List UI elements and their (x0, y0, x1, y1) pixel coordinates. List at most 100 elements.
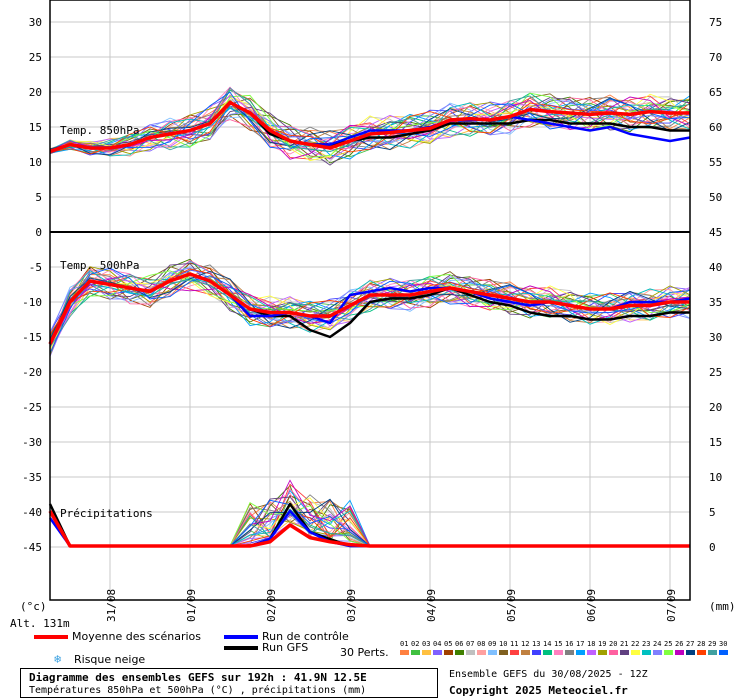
right-tick-label: 40 (709, 261, 722, 274)
pert-legend-number: 12 (521, 640, 530, 648)
left-tick-label: -40 (22, 506, 42, 519)
left-unit: (°c) (20, 600, 47, 613)
pert-legend-swatch (422, 650, 431, 655)
pert-legend-number: 18 (587, 640, 596, 648)
pert-legend-swatch (521, 650, 530, 655)
date-tick-label: 07/09 (665, 589, 678, 622)
legend-gfs: Run GFS (224, 641, 308, 654)
pert-line-t850 (49, 94, 691, 160)
pert-legend-swatch (411, 650, 420, 655)
pert-legend-swatch (708, 650, 717, 655)
pert-legend-swatch (400, 650, 409, 655)
pert-legend-number: 14 (543, 640, 552, 648)
pert-legend-number: 13 (532, 640, 541, 648)
left-tick-label: 30 (29, 16, 42, 29)
pert-legend-swatch (543, 650, 552, 655)
copyright: Copyright 2025 Meteociel.fr (449, 684, 628, 697)
legend-control-swatch (224, 634, 258, 639)
right-tick-label: 75 (709, 16, 722, 29)
left-tick-label: 25 (29, 51, 42, 64)
legend-snow-label: Risque neige (74, 653, 146, 666)
pert-legend-swatch (598, 650, 607, 655)
pert-legend-swatch (433, 650, 442, 655)
pert-legend-swatch (576, 650, 585, 655)
pert-legend-number: 21 (620, 640, 629, 648)
right-tick-label: 65 (709, 86, 722, 99)
pert-legend-number: 28 (697, 640, 706, 648)
pert-legend-swatch (686, 650, 695, 655)
pert-legend-swatch (466, 650, 475, 655)
main-series-lines (48, 100, 691, 548)
pert-legend-number: 04 (433, 640, 442, 648)
pert-legend-number: 15 (554, 640, 563, 648)
date-tick-label: 05/09 (505, 589, 518, 622)
pert-legend-swatch (697, 650, 706, 655)
left-tick-label: 15 (29, 121, 42, 134)
pert-legend-number: 22 (631, 640, 640, 648)
pert-legend-swatch (609, 650, 618, 655)
pert-legend-number: 03 (422, 640, 431, 648)
pert-legend-number: 05 (444, 640, 453, 648)
pert-legend-number: 19 (598, 640, 607, 648)
pert-legend-number: 27 (686, 640, 695, 648)
right-tick-label: 10 (709, 471, 722, 484)
pert-line-t850 (49, 102, 691, 155)
series-line-t850-mean (49, 100, 690, 154)
pert-legend-number: 08 (477, 640, 486, 648)
chart-title: Diagramme des ensembles GEFS sur 192h : … (29, 671, 367, 684)
pert-legend-number: 07 (466, 640, 475, 648)
pert-legend-number: 06 (455, 640, 464, 648)
panel-label-t500: Temp. 500hPa (60, 259, 139, 272)
pert-line-t850 (49, 99, 691, 155)
left-tick-label: -15 (22, 331, 42, 344)
right-tick-label: 15 (709, 436, 722, 449)
pert-legend-swatch (554, 650, 563, 655)
pert-legend-number: 16 (565, 640, 574, 648)
pert-legend-number: 01 (400, 640, 409, 648)
pert-legend-swatch (455, 650, 464, 655)
pert-legend-number: 25 (664, 640, 673, 648)
right-tick-label: 50 (709, 191, 722, 204)
pert-legend-swatch (532, 650, 541, 655)
date-tick-label: 04/09 (425, 589, 438, 622)
chart-subtitle: Températures 850hPa et 500hPa (°C) , pré… (29, 685, 367, 696)
pert-legend-number: 17 (576, 640, 585, 648)
right-tick-label: 25 (709, 366, 722, 379)
pert-line-t850 (49, 87, 691, 160)
snowflake-icon: ❄ (54, 652, 62, 666)
pert-legend-number: 24 (653, 640, 662, 648)
series-line-precip-mean (48, 510, 690, 548)
pert-legend-swatch (631, 650, 640, 655)
pert-legend-swatch (444, 650, 453, 655)
pert-line-t500 (49, 263, 691, 342)
left-tick-label: -30 (22, 436, 42, 449)
series-line-t500-mean (48, 272, 690, 345)
left-tick-label: -45 (22, 541, 42, 554)
left-tick-label: 20 (29, 86, 42, 99)
pert-legend-number: 10 (499, 640, 508, 648)
left-tick-label: 10 (29, 156, 42, 169)
right-tick-label: 45 (709, 226, 722, 239)
legend-perts-label: 30 Perts. (340, 646, 389, 659)
panel-label-t850: Temp. 850hPa (60, 124, 139, 137)
pert-legend-number: 26 (675, 640, 684, 648)
left-tick-label: 0 (35, 226, 42, 239)
pert-line-t500 (49, 270, 691, 339)
panel-label-precip: Précipitations (60, 507, 153, 520)
pert-legend-swatch (565, 650, 574, 655)
axes (49, 0, 691, 601)
legend-gfs-label: Run GFS (262, 641, 309, 654)
right-unit: (mm) (709, 600, 736, 613)
pert-legend-swatch (620, 650, 629, 655)
right-tick-label: 20 (709, 401, 722, 414)
right-tick-label: 60 (709, 121, 722, 134)
legend-mean-swatch (34, 634, 68, 639)
pert-legend-swatch (587, 650, 596, 655)
pert-legend-swatch (642, 650, 651, 655)
pert-legend-swatch (488, 650, 497, 655)
left-tick-label: 5 (35, 191, 42, 204)
pert-legend-swatch (499, 650, 508, 655)
pert-legend-swatch (653, 650, 662, 655)
pert-line-t500 (49, 270, 691, 345)
pert-legend-number: 23 (642, 640, 651, 648)
